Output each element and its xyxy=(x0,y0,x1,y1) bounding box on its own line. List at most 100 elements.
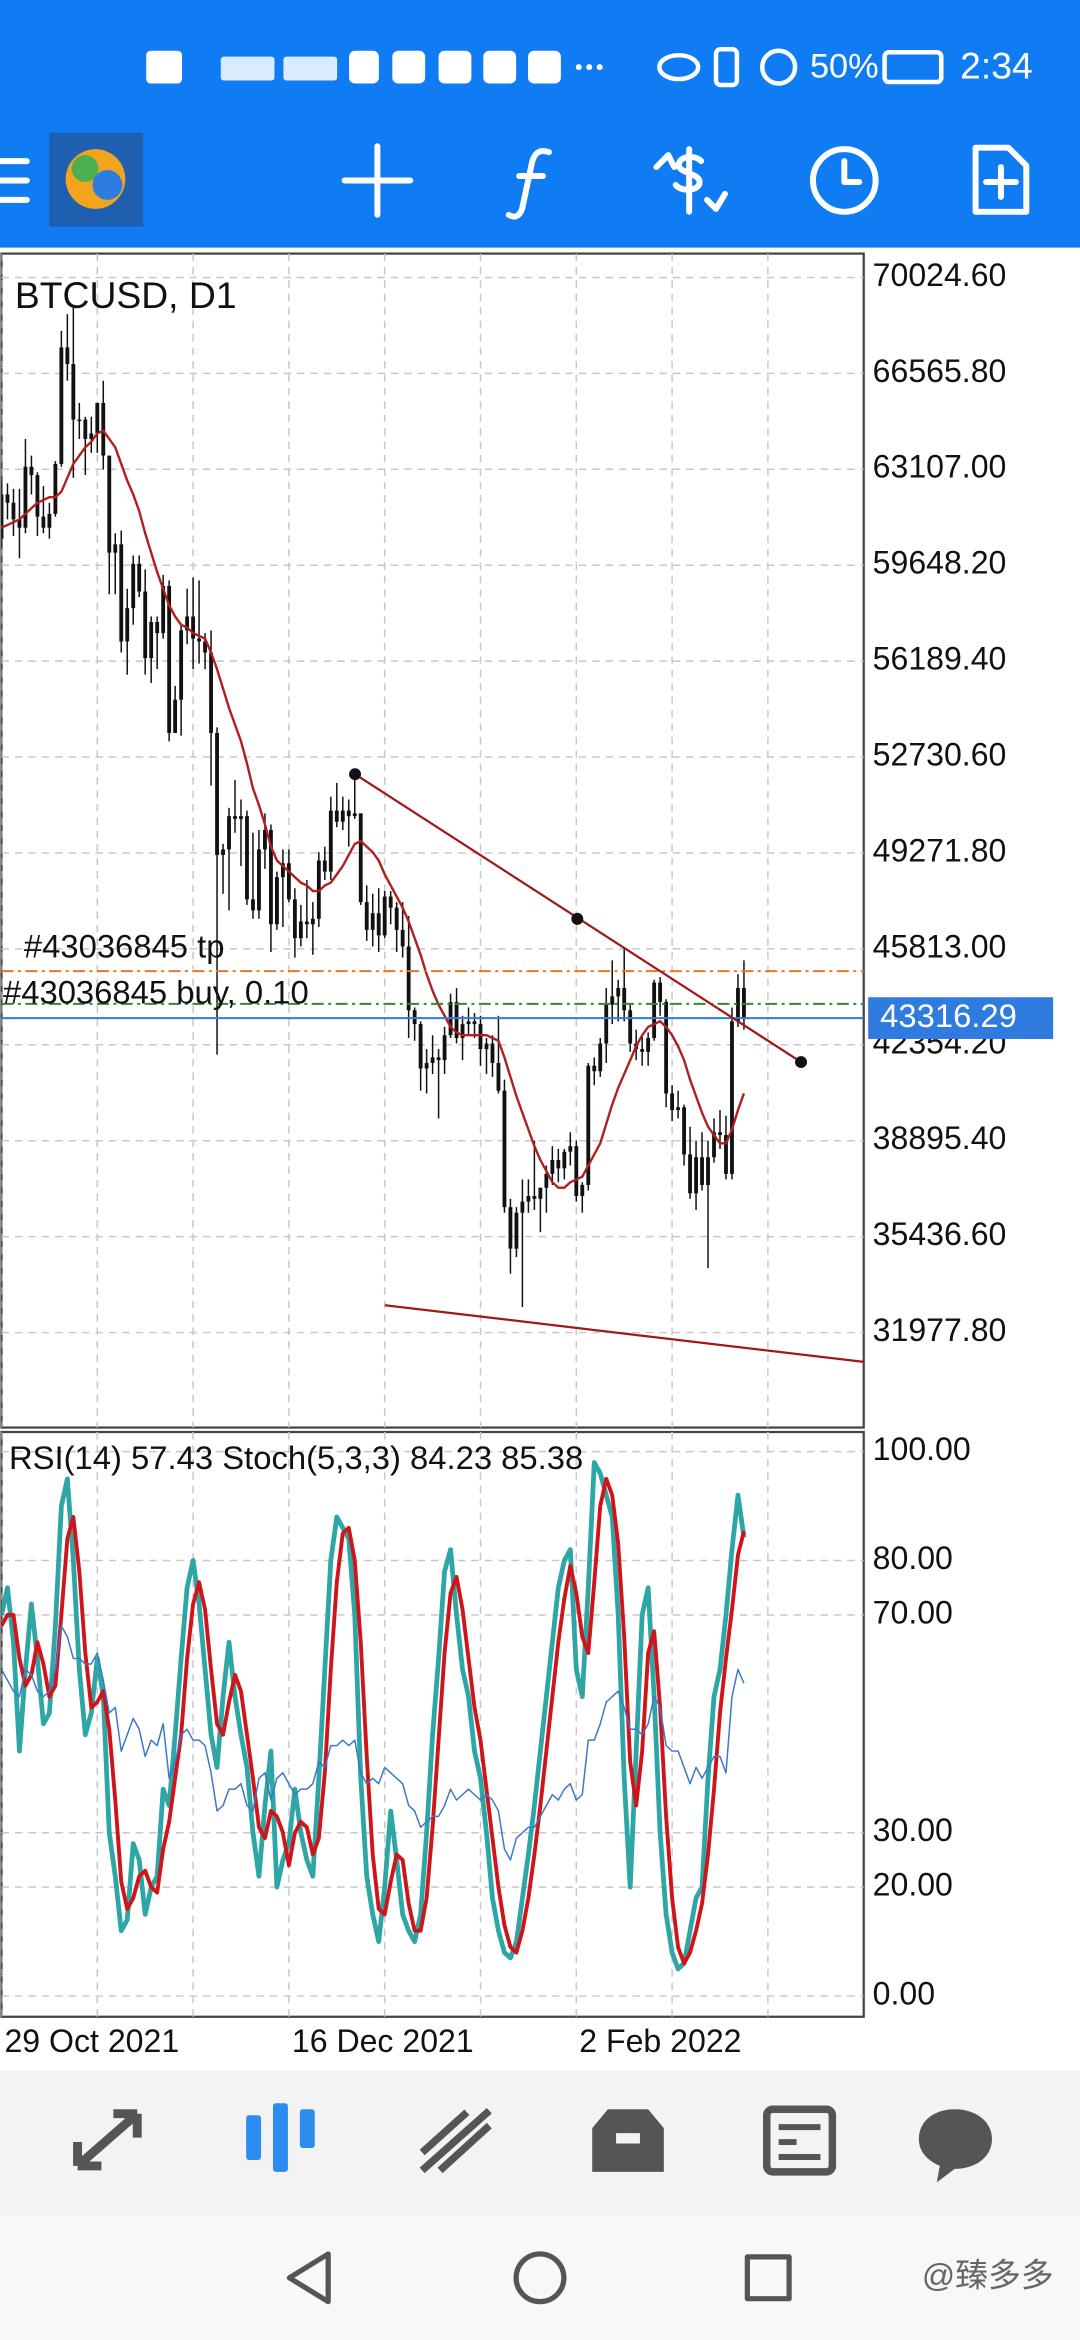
candle-body xyxy=(292,899,297,939)
candle-body xyxy=(257,849,261,911)
period-button[interactable] xyxy=(810,146,879,215)
speed-icon xyxy=(760,48,798,86)
y-tick-label: 45813.00 xyxy=(873,928,1007,964)
app-header xyxy=(0,0,1080,248)
news-tab[interactable] xyxy=(763,2105,837,2176)
app-icon xyxy=(392,50,426,84)
trendline[interactable] xyxy=(384,1304,864,1364)
candle-body xyxy=(77,419,82,422)
candle-body xyxy=(628,1010,633,1044)
quotes-tab[interactable] xyxy=(73,2109,142,2171)
trade-tab[interactable] xyxy=(419,2107,492,2174)
chart-icon xyxy=(246,2115,262,2160)
trade-icon xyxy=(653,146,728,215)
axes: 70024.60 66565.80 63107.00 59648.20 56189.40… xyxy=(4,257,1054,2059)
candle-body xyxy=(562,1151,567,1169)
indicator-title: RSI(14) 57.43 Stoch(5,3,3) 84.23 85.38 xyxy=(9,1439,583,1476)
candle-body xyxy=(580,1184,585,1197)
recents-button[interactable] xyxy=(744,2254,792,2302)
candle-body xyxy=(526,1196,531,1202)
menu-button[interactable] xyxy=(0,158,30,203)
candle-body xyxy=(173,699,178,733)
candle-body xyxy=(358,813,363,903)
candle-body xyxy=(616,988,621,997)
candle-body xyxy=(718,1132,722,1136)
back-button[interactable] xyxy=(286,2251,331,2305)
candle-body xyxy=(298,921,303,939)
candle-body xyxy=(706,1157,710,1185)
logo-mark xyxy=(71,155,99,182)
candle-body xyxy=(730,1021,734,1174)
signal-icon xyxy=(220,56,275,81)
more-dot xyxy=(575,64,582,71)
home-button[interactable] xyxy=(513,2251,567,2305)
candle-body xyxy=(334,810,339,822)
candle-body xyxy=(11,502,16,520)
chat-tab[interactable] xyxy=(918,2109,992,2183)
price-panel[interactable] xyxy=(0,252,865,1429)
trendline-anchor[interactable] xyxy=(571,912,584,925)
candle-body xyxy=(712,1132,716,1158)
order-label: #43036845 buy, 0.10 xyxy=(3,974,309,1011)
candle-body xyxy=(17,519,22,528)
app-icon xyxy=(349,50,379,84)
candle-body xyxy=(310,918,315,925)
status-icons xyxy=(146,46,944,88)
candle-body xyxy=(352,813,357,817)
candle-body xyxy=(376,913,381,936)
candle-body xyxy=(688,1154,692,1194)
candle-body xyxy=(442,1035,447,1061)
candle-body xyxy=(406,946,411,1011)
crosshair-button[interactable] xyxy=(341,143,414,218)
candle-body xyxy=(694,1157,698,1194)
clock-icon xyxy=(810,146,879,215)
indicator-line xyxy=(1,1476,746,1966)
order-label: #43036845 tp xyxy=(24,927,225,964)
current-price-box xyxy=(868,997,1054,1040)
candle-body xyxy=(682,1107,686,1155)
candle-body xyxy=(370,913,375,930)
candle-body xyxy=(322,860,327,872)
chart-tab[interactable] xyxy=(246,2103,315,2172)
candle-body xyxy=(388,896,393,908)
inbox-icon xyxy=(592,2109,664,2172)
x-tick-label: 16 Dec 2021 xyxy=(292,2023,474,2059)
candle-body xyxy=(269,829,273,925)
trade-button[interactable] xyxy=(653,146,728,215)
candle-body xyxy=(113,544,118,553)
moving-average xyxy=(1,429,746,1189)
quotes-icon xyxy=(73,2109,142,2171)
clock-hands xyxy=(841,158,863,185)
candle-body xyxy=(364,902,369,930)
candle-body xyxy=(700,1157,704,1185)
y-tick-label: 52730.60 xyxy=(873,737,1007,773)
chart-icon xyxy=(272,2103,288,2172)
candle-body xyxy=(53,463,58,514)
y-tick-label: 80.00 xyxy=(873,1540,953,1576)
indicators-button[interactable] xyxy=(505,148,552,220)
candle-body xyxy=(41,516,46,528)
candle-body xyxy=(131,563,136,609)
y-tick-label: 0.00 xyxy=(873,1976,935,2012)
y-tick-label: 31977.80 xyxy=(873,1312,1007,1348)
candle-body xyxy=(544,1173,549,1188)
history-tab[interactable] xyxy=(592,2109,664,2172)
trendline-anchor[interactable] xyxy=(795,1056,808,1069)
news-lines xyxy=(778,2124,821,2160)
app-icon xyxy=(483,50,517,84)
candle-body xyxy=(496,1062,501,1091)
trendline-anchor[interactable] xyxy=(349,768,361,781)
more-dot xyxy=(596,64,603,71)
templates-button[interactable] xyxy=(972,144,1030,215)
candle-body xyxy=(382,896,387,936)
x-tick-label: 2 Feb 2022 xyxy=(579,2023,741,2059)
candle-body xyxy=(574,1146,579,1197)
chat-icon xyxy=(918,2109,992,2183)
news-icon xyxy=(763,2105,837,2176)
candle-body xyxy=(221,849,225,855)
candle-body xyxy=(472,1021,477,1025)
app-logo[interactable] xyxy=(49,132,144,227)
system-nav xyxy=(0,2215,1080,2340)
candle-body xyxy=(430,1057,435,1063)
